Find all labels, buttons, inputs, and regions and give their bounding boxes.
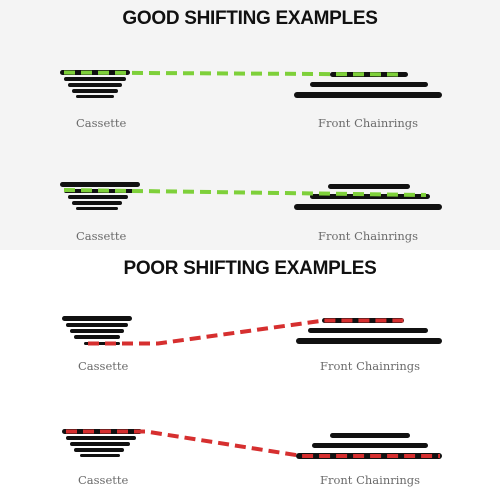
poor-example-1-diagram — [62, 316, 442, 346]
good-shifting-section: GOOD SHIFTING EXAMPLES Cassette Front Ch… — [0, 0, 500, 250]
cassette-label: Cassette — [76, 229, 127, 243]
front-chainrings-label: Front Chainrings — [320, 359, 421, 373]
cassette-cog — [70, 329, 124, 333]
chainring — [328, 184, 410, 189]
chainring — [294, 204, 442, 210]
cassette-cog — [76, 207, 118, 210]
cassette-cog — [68, 83, 122, 87]
good-example-1-diagram — [60, 70, 442, 98]
chainring-set — [294, 72, 442, 98]
cassette-cog — [66, 323, 128, 327]
cassette-cog — [80, 454, 120, 457]
front-chainrings-label: Front Chainrings — [318, 116, 419, 130]
cassette-cog — [70, 442, 130, 446]
chainring-set — [294, 184, 442, 210]
good-shifting-heading: GOOD SHIFTING EXAMPLES — [122, 8, 378, 29]
cassette-cog — [74, 448, 124, 452]
cassette-cog — [64, 77, 126, 81]
poor-shifting-section: POOR SHIFTING EXAMPLES Cassette Front Ch… — [0, 250, 500, 500]
front-chainrings-label: Front Chainrings — [318, 229, 419, 243]
cassette-cog — [60, 70, 130, 75]
cassette-cog — [66, 436, 136, 440]
cassette-cog — [68, 195, 128, 199]
cassette-cog — [62, 316, 132, 321]
cassette-label: Cassette — [76, 116, 127, 130]
chainring-set — [296, 433, 442, 459]
cassette-cog — [74, 335, 120, 339]
chain-line-good — [63, 70, 405, 77]
cassette-label: Cassette — [78, 473, 129, 487]
poor-shifting-heading: POOR SHIFTING EXAMPLES — [123, 258, 377, 279]
good-example-2-diagram — [60, 182, 442, 210]
chainring — [296, 453, 442, 459]
chainring — [310, 82, 428, 87]
front-chainrings-label: Front Chainrings — [320, 473, 421, 487]
chainring — [296, 338, 442, 344]
cassette-cogs — [60, 70, 130, 98]
chainring — [294, 92, 442, 98]
chainring — [308, 328, 428, 333]
cassette-label: Cassette — [78, 359, 129, 373]
cassette-cogs — [62, 316, 132, 345]
cassette-cog — [72, 89, 118, 93]
cassette-cog — [60, 182, 140, 187]
chainring — [312, 443, 428, 448]
chain-line-poor — [66, 429, 440, 458]
chain-line-good — [63, 188, 427, 197]
cassette-cogs — [60, 182, 140, 210]
chain-line-poor — [88, 318, 404, 346]
cassette-cog — [76, 95, 114, 98]
chainring — [330, 433, 410, 438]
poor-example-2-diagram — [62, 429, 442, 459]
cassette-cog — [72, 201, 122, 205]
